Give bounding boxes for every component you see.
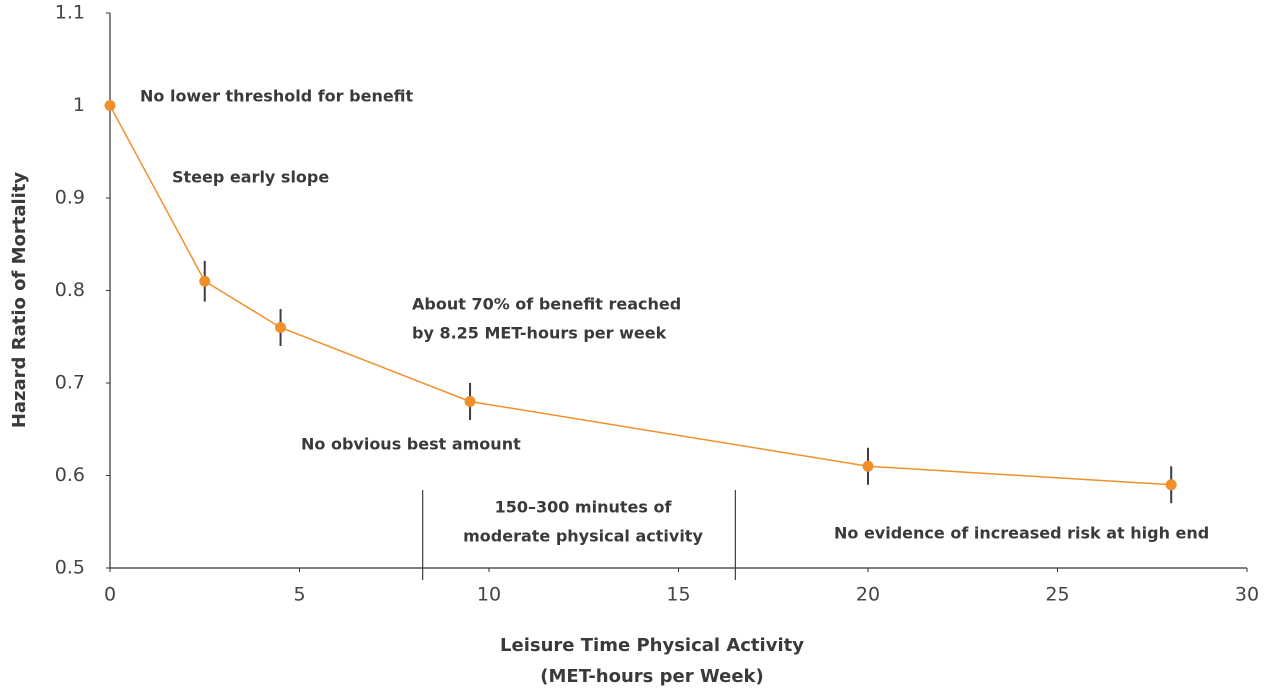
x-axis-title: (MET-hours per Week) (540, 666, 763, 687)
x-tick-label: 0 (104, 584, 116, 606)
y-tick-label: 0.6 (55, 464, 85, 486)
y-tick-label: 1 (73, 94, 85, 116)
point (104, 100, 116, 111)
annotation: No lower threshold for benefit (140, 87, 414, 106)
x-tick-label: 15 (666, 584, 690, 606)
point (275, 322, 287, 333)
y-tick-label: 0.8 (55, 279, 85, 301)
annotation: About 70% of benefit reached (412, 295, 681, 314)
y-axis-title: Hazard Ratio of Mortality (9, 172, 30, 429)
annotation: by 8.25 MET-hours per week (412, 324, 667, 343)
annotation: 150–300 minutes of (495, 498, 673, 517)
x-tick-label: 30 (1235, 584, 1259, 606)
x-axis-title: Leisure Time Physical Activity (500, 635, 804, 656)
y-tick-label: 0.5 (55, 557, 85, 579)
x-tick-label: 10 (477, 584, 501, 606)
point (464, 396, 476, 407)
annotation: No evidence of increased risk at high en… (834, 524, 1209, 543)
annotation: moderate physical activity (463, 527, 703, 546)
y-tick-label: 0.7 (55, 372, 85, 394)
x-tick-label: 5 (293, 584, 305, 606)
x-tick-label: 20 (856, 584, 880, 606)
point (1165, 479, 1177, 491)
point (862, 460, 874, 472)
line (109, 105, 1172, 486)
annotation: Steep early slope (172, 168, 329, 187)
y-tick-label: 1.1 (55, 2, 85, 24)
y-tick-label: 0.9 (55, 187, 85, 209)
x-tick-label: 25 (1045, 584, 1069, 606)
point (199, 275, 211, 287)
annotation: No obvious best amount (301, 435, 521, 454)
